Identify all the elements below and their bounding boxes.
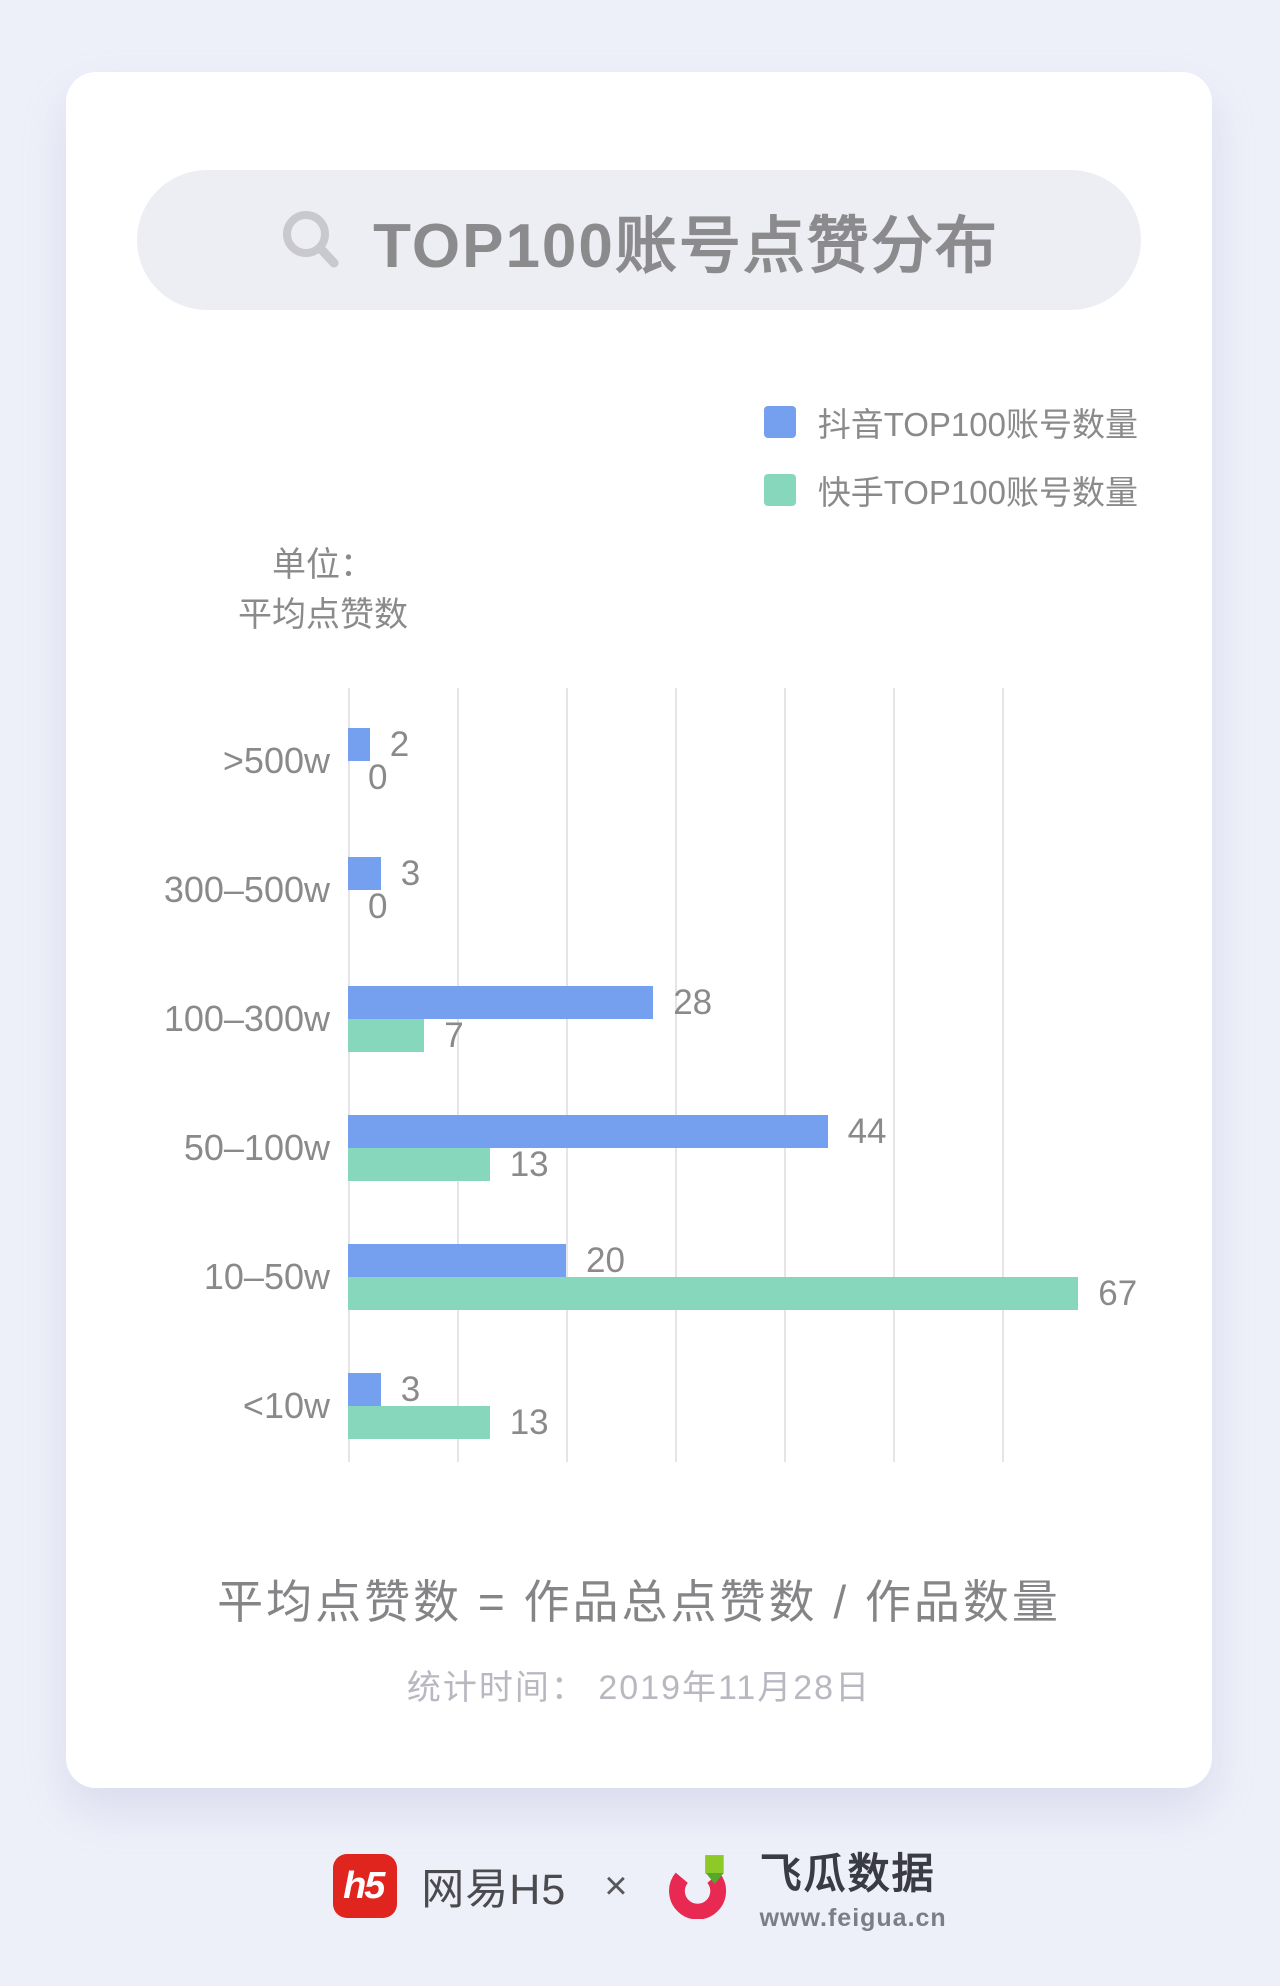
value-label-kuaishou: 0 [368, 758, 388, 797]
gridline-30 [675, 688, 677, 1462]
value-label-douyin: 3 [400, 1370, 421, 1409]
chart-row-4: 10–50w 20 67 [66, 1204, 1212, 1333]
value-label-kuaishou: 67 [1098, 1274, 1138, 1313]
brand-separator: × [604, 1863, 628, 1908]
bar-kuaishou [348, 1277, 1079, 1310]
legend-item-kuaishou: 快手TOP100账号数量 [763, 466, 1138, 514]
unit-annotation: 单位： 平均点赞数 [138, 540, 508, 640]
value-label-douyin: 20 [586, 1241, 625, 1280]
bar-kuaishou [348, 1406, 490, 1439]
category-label: >500w [222, 740, 330, 781]
bar-douyin [348, 857, 381, 890]
value-label-douyin: 44 [847, 1112, 887, 1151]
netease-h5-logo-icon: h5 [333, 1854, 398, 1918]
chart-row-1: 300–500w 3 0 [66, 817, 1212, 946]
formula-text: 平均点赞数 = 作品总点赞数 / 作品数量 [217, 1576, 1061, 1628]
gridline-0 [348, 688, 350, 1462]
page-title: TOP100账号点赞分布 [373, 212, 999, 281]
bar-douyin [348, 728, 370, 761]
feigua-brand-name: 飞瓜数据 [759, 1849, 936, 1897]
feigua-url: www.feigua.cn [759, 1903, 947, 1932]
chart-legend: 抖音TOP100账号数量 快手TOP100账号数量 [763, 398, 1138, 534]
bar-douyin [348, 1115, 828, 1148]
legend-item-douyin: 抖音TOP100账号数量 [763, 398, 1138, 446]
gridline-40 [784, 688, 786, 1462]
value-label-douyin: 2 [389, 725, 410, 764]
legend-label-douyin: 抖音TOP100账号数量 [817, 406, 1138, 443]
unit-line-2: 平均点赞数 [238, 596, 408, 634]
category-label: 300–500w [163, 869, 330, 910]
legend-swatch-kuaishou [763, 474, 796, 506]
value-label-douyin: 28 [673, 983, 713, 1022]
chart-row-0: >500w 2 0 [66, 688, 1212, 817]
category-label: 50–100w [183, 1127, 330, 1168]
legend-label-kuaishou: 快手TOP100账号数量 [817, 474, 1138, 511]
gridline-60 [1002, 688, 1004, 1462]
chart-row-3: 50–100w 44 13 [66, 1075, 1212, 1204]
branding-footer: h5 网易H5 × 飞瓜数据 www.feigua.cn [0, 1846, 1280, 1932]
bar-douyin [348, 1244, 566, 1277]
stats-time-text: 统计时间： 2019年11月28日 [406, 1669, 872, 1707]
value-label-douyin: 3 [400, 854, 421, 893]
bar-chart: >500w 2 0 300–500w 3 0 100–300w 28 7 50–100w 44 13 1… [66, 688, 1212, 1462]
bar-kuaishou [348, 1019, 425, 1052]
bar-douyin [348, 1373, 381, 1406]
bar-douyin [348, 986, 654, 1019]
title-search-pill: TOP100账号点赞分布 [137, 170, 1141, 310]
feigua-logo-icon [668, 1855, 726, 1919]
value-label-kuaishou: 13 [509, 1403, 549, 1442]
value-label-kuaishou: 13 [509, 1145, 549, 1184]
feigua-brand-text: 飞瓜数据 www.feigua.cn [760, 1840, 947, 1933]
chart-row-5: <10w 3 13 [66, 1333, 1212, 1462]
gridline-20 [566, 688, 568, 1462]
value-label-kuaishou: 7 [444, 1016, 464, 1055]
bar-kuaishou [348, 1148, 490, 1181]
gridline-50 [893, 688, 895, 1462]
category-label: 10–50w [203, 1256, 330, 1297]
search-icon [283, 211, 339, 268]
gridline-10 [457, 688, 459, 1462]
chart-row-2: 100–300w 28 7 [66, 946, 1212, 1075]
legend-swatch-douyin [763, 406, 796, 438]
infographic-card: TOP100账号点赞分布 抖音TOP100账号数量 快手TOP100账号数量 单… [66, 72, 1212, 1788]
value-label-kuaishou: 0 [368, 887, 388, 926]
category-label: <10w [242, 1385, 330, 1426]
netease-brand-name: 网易H5 [421, 1866, 567, 1914]
unit-line-1: 单位： [272, 546, 374, 584]
category-label: 100–300w [163, 998, 330, 1039]
